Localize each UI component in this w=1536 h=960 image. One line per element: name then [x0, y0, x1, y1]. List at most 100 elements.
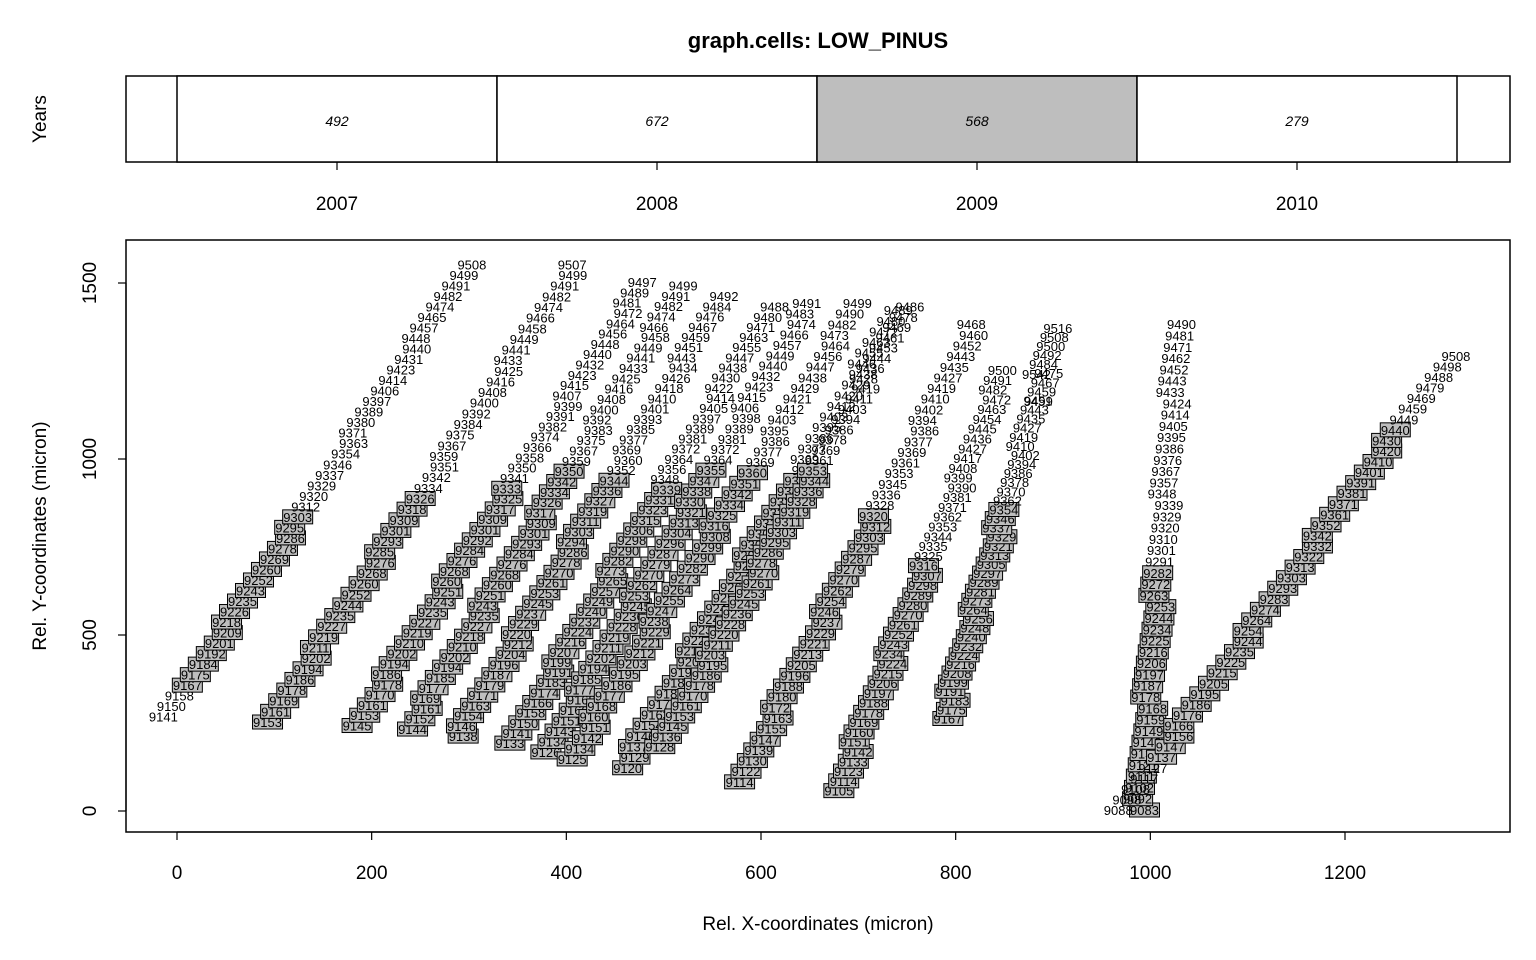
cell-label: 9463: [739, 330, 768, 345]
cell-label: 9432: [751, 369, 780, 384]
cell-label: 9353: [798, 463, 827, 478]
cell-label: 9456: [813, 349, 842, 364]
cell-label: 9367: [1151, 464, 1180, 479]
cell-label: 9473: [820, 328, 849, 343]
cell-label: 9492: [710, 289, 739, 304]
cell-label: 9433: [494, 353, 523, 368]
cell-label: 9374: [531, 430, 560, 445]
cell-label: 9253: [1146, 600, 1175, 615]
cell-label-box: [1142, 565, 1174, 581]
cell-label: 9462: [1161, 351, 1190, 366]
cell-label: 9348: [650, 472, 679, 487]
cell-label: 9406: [730, 400, 759, 415]
cell-label: 9427: [958, 441, 987, 456]
year-tick-label: 2010: [1276, 194, 1318, 215]
cell-label: 9466: [780, 327, 809, 342]
cell-label: 9405: [1159, 419, 1188, 434]
cell-label: 9403: [767, 413, 796, 428]
cell-label: 9443: [667, 350, 696, 365]
cell-label: 9482: [542, 289, 571, 304]
cell-label: 9384: [454, 417, 483, 432]
cell-label: 9346: [323, 457, 352, 472]
x-tick-label: 200: [356, 863, 388, 884]
cell-label: 9263: [1139, 588, 1168, 603]
cell-label: 9472: [869, 324, 898, 339]
cell-label: 9329: [1153, 509, 1182, 524]
cell-label: 9178: [1131, 690, 1160, 705]
cell-label: 9394: [1007, 457, 1036, 472]
cell-label: 9425: [612, 371, 641, 386]
cell-label: 9474: [534, 300, 563, 315]
cell-label: 9353: [885, 466, 914, 481]
cell-label: 9291: [1145, 554, 1174, 569]
cell-label: 9386: [825, 422, 854, 437]
cell-label: 9408: [948, 461, 977, 476]
cell-label: 9441: [626, 351, 655, 366]
year-cell-2008: [496, 75, 818, 163]
cell-label: 9352: [607, 463, 636, 478]
cell-label: 9108: [1121, 782, 1150, 797]
cell-label: 9443: [1020, 403, 1049, 418]
cell-label: 9424: [1163, 396, 1192, 411]
cell-label: 9371: [938, 500, 967, 515]
cell-label: 9395: [812, 420, 841, 435]
cell-label: 9140: [1133, 735, 1162, 750]
y-axis-label: Rel. Y-coordinates (micron): [30, 421, 51, 650]
cell-label: 9499: [449, 268, 478, 283]
cell-label: 9446: [847, 356, 876, 371]
cell-label: 9469: [1407, 391, 1436, 406]
cell-label: 9370: [997, 484, 1026, 499]
cell-label: 9484: [1029, 357, 1058, 372]
cell-label: 9497: [628, 275, 657, 290]
cell-label: 9355: [696, 463, 725, 478]
cell-label: 9474: [647, 309, 676, 324]
cell-label-box: [282, 509, 314, 525]
cell-label: 9429: [841, 378, 870, 393]
cell-label: 9399: [554, 399, 583, 414]
cell-label: 9461: [876, 330, 905, 345]
cell-label: 9168: [1138, 701, 1167, 716]
cell-label: 9474: [787, 317, 816, 332]
cell-label-box: [907, 558, 939, 574]
cell-label: 9102: [1125, 780, 1154, 795]
cell-label: 9434: [669, 361, 698, 376]
cell-label: 9447: [806, 360, 835, 375]
cell-label: 9469: [882, 320, 911, 335]
cell-label: 9350: [555, 464, 584, 479]
year-tick-label: 2009: [956, 194, 998, 215]
year-cell-2007: [176, 75, 498, 163]
cell-label: 9412: [827, 399, 856, 414]
cell-label: 9414: [1161, 408, 1190, 423]
cell-label: 9362: [993, 493, 1022, 508]
cell-label: 9397: [362, 394, 391, 409]
cell-label: 9381: [678, 432, 707, 447]
cell-label: 9149: [1134, 724, 1163, 739]
cell-label: 9465: [418, 310, 447, 325]
cell-label: 9357: [1149, 475, 1178, 490]
cell-label: 9498: [1433, 359, 1462, 374]
cell-label: 9394: [831, 412, 860, 427]
cell-label: 9440: [402, 342, 431, 357]
year-cell-count: 492: [325, 113, 349, 129]
cell-label: 9272: [1141, 577, 1170, 592]
cell-label: 9381: [943, 490, 972, 505]
cell-label: 9351: [430, 460, 459, 475]
cell-label: 9361: [891, 456, 920, 471]
cell-label: 9369: [612, 443, 641, 458]
cells-panel: 9141915091589167917591849192920192099218…: [30, 239, 1511, 935]
cell-label: 9466: [526, 311, 555, 326]
cell-label: 9459: [1398, 402, 1427, 417]
cell-label-box: [736, 465, 768, 481]
cell-label: 9366: [523, 440, 552, 455]
cell-label: 9344: [923, 529, 952, 544]
cell-label: 9325: [914, 549, 943, 564]
cell-label: 9377: [753, 445, 782, 460]
cell-label: 9390: [948, 480, 977, 495]
cell-label: 9486: [895, 300, 924, 315]
cell-label: 9432: [575, 358, 604, 373]
cell-label-annotation: 9542: [1022, 367, 1051, 382]
cell-label: 9423: [744, 380, 773, 395]
cell-label: 9499: [558, 268, 587, 283]
cell-label: 9463: [862, 335, 891, 350]
cell-label: 9326: [406, 492, 435, 507]
